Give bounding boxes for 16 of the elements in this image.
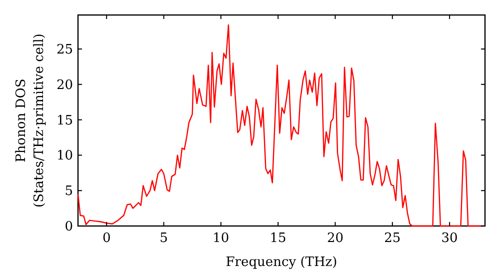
line-series	[77, 24, 484, 227]
y-tick-label: 25	[56, 42, 73, 58]
x-tick-label: 30	[441, 231, 458, 246]
y-tick-label: 20	[56, 78, 73, 93]
y-tick-label: 5	[64, 184, 73, 200]
y-tick-label: 0	[64, 220, 73, 234]
x-tick-label: 25	[384, 231, 401, 246]
x-tick-label: 0	[102, 231, 111, 246]
y-axis-title: Phonon DOS (States/THz·primitive cell)	[14, 33, 47, 208]
x-axis-title: Frequency (THz)	[226, 255, 338, 270]
x-tick-label: 20	[326, 231, 344, 246]
x-tick-label: 5	[160, 231, 168, 246]
x-tick-label: 10	[212, 231, 230, 246]
y-tick-label: 15	[56, 113, 73, 128]
y-tick-label: 10	[56, 148, 73, 164]
x-tick-label: 15	[270, 231, 286, 246]
